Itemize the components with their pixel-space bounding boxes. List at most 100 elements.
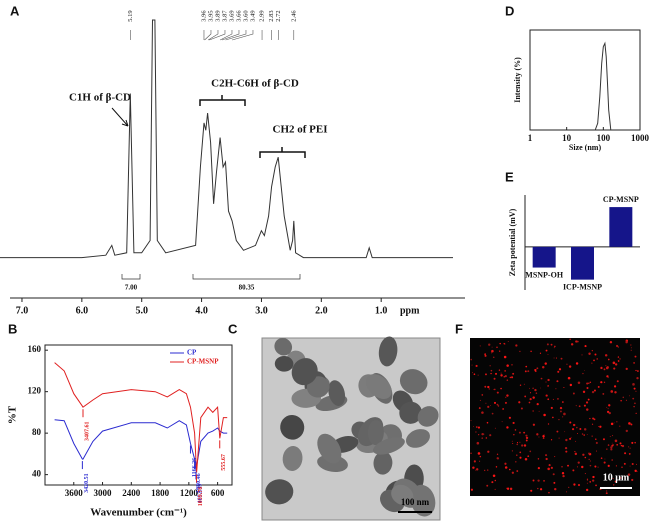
fluorescent-dot — [616, 421, 618, 423]
fluorescent-dot — [559, 406, 563, 410]
fluorescent-dot — [519, 384, 522, 386]
fluorescent-dot — [496, 403, 499, 406]
fluorescent-dot — [595, 441, 598, 445]
fluorescent-dot — [511, 471, 514, 474]
fluorescent-dot — [536, 433, 539, 436]
fluorescent-dot — [584, 369, 586, 371]
fluorescent-dot — [491, 481, 494, 484]
fluorescent-dot — [562, 416, 564, 418]
fluorescent-dot — [552, 398, 554, 400]
fluorescent-dot — [473, 460, 476, 463]
fluorescent-dot — [612, 478, 614, 480]
fluorescent-dot — [525, 365, 528, 368]
fluorescent-dot — [470, 419, 472, 421]
fluorescent-dot — [575, 340, 578, 343]
fluorescent-dot — [553, 481, 556, 484]
fluorescent-dot — [582, 453, 585, 456]
nanoparticle — [417, 406, 439, 427]
annotation-arrow — [111, 107, 129, 127]
fluorescent-dot — [632, 383, 635, 386]
fluorescent-dot — [603, 368, 606, 371]
fluorescent-dot — [576, 426, 578, 429]
fluorescent-dot — [485, 402, 487, 404]
fluorescent-dot — [513, 433, 515, 436]
fluorescent-dot — [519, 441, 521, 443]
fluorescent-dot — [564, 431, 566, 433]
fluorescent-dot — [554, 345, 556, 348]
fluorescent-dot — [545, 454, 548, 457]
fluorescent-dot — [511, 376, 514, 379]
fluorescent-dot — [495, 372, 498, 375]
fluorescent-dot — [629, 447, 631, 449]
fluorescent-dot — [527, 370, 530, 373]
nanoparticle — [399, 369, 428, 395]
fluorescent-dot — [519, 456, 522, 459]
fluorescent-dot — [532, 410, 534, 412]
fluorescent-dot — [612, 435, 614, 437]
fluorescent-dot — [481, 437, 484, 439]
fluorescent-dot — [490, 369, 493, 372]
fluorescent-dot — [605, 365, 607, 367]
fluorescent-dot — [565, 450, 568, 453]
fluorescent-dot — [532, 387, 534, 389]
panel-letter: B — [8, 321, 17, 336]
x-tick-label: 1200 — [180, 488, 199, 498]
fluorescent-dot — [591, 350, 593, 352]
fluorescent-dot — [591, 479, 595, 482]
fluorescent-dot — [518, 431, 521, 434]
fluorescent-dot — [628, 453, 631, 455]
fluorescent-dot — [586, 387, 589, 390]
fluorescent-dot — [588, 452, 590, 455]
fluorescent-dot — [620, 444, 623, 447]
fluorescent-dot — [619, 358, 621, 360]
fluorescent-dot — [485, 373, 487, 376]
fluorescent-dot — [477, 426, 481, 429]
fluorescent-dot — [529, 392, 532, 394]
fluorescent-dot — [586, 434, 588, 435]
nanoparticle — [391, 484, 414, 506]
peak-connector — [209, 30, 226, 41]
fluorescent-dot — [516, 442, 519, 444]
peak-label: 3.60 — [242, 10, 249, 21]
fluorescent-dot — [595, 484, 597, 487]
fluorescent-dot — [635, 390, 637, 392]
panel-letter: C — [228, 321, 238, 336]
fluorescent-dot — [632, 397, 635, 400]
fluorescent-dot — [506, 487, 510, 490]
fluorescent-dot — [563, 386, 565, 389]
fluorescent-dot — [635, 412, 637, 415]
fluorescent-dot — [493, 389, 494, 391]
fluorescent-dot — [573, 483, 576, 486]
fluorescent-dot — [583, 428, 587, 431]
fluorescent-dot — [532, 396, 535, 399]
y-tick-label: 80 — [32, 427, 42, 437]
fluorescent-dot — [567, 464, 569, 467]
fluorescent-dot — [633, 387, 636, 390]
x-tick-label: 10 — [562, 133, 572, 143]
fluorescent-dot — [550, 439, 553, 441]
fluorescent-dot — [490, 372, 492, 375]
fluorescent-dot — [542, 366, 545, 369]
nanoparticle — [367, 420, 384, 446]
fluorescent-dot — [591, 435, 593, 437]
fluorescent-dot — [516, 470, 519, 472]
fluorescent-dot — [572, 428, 575, 431]
x-tick-label: 4.0 — [195, 305, 208, 316]
fluorescent-dot — [625, 340, 628, 344]
fluorescent-dot — [602, 392, 605, 395]
fluorescent-dot — [592, 475, 595, 479]
x-tick-label: 3000 — [94, 488, 113, 498]
fluorescent-dot — [512, 372, 515, 375]
fluorescent-dot — [636, 377, 639, 380]
fluorescent-dot — [472, 466, 475, 469]
fluorescent-dot — [479, 455, 482, 458]
fluorescent-dot — [489, 434, 492, 437]
y-tick-label: 40 — [32, 469, 42, 479]
fluorescent-dot — [566, 363, 568, 365]
integral-label: 7.00 — [125, 284, 138, 292]
fluorescent-dot — [501, 421, 503, 423]
x-tick-label: 3.0 — [255, 305, 268, 316]
fluorescent-dot — [625, 429, 629, 433]
nanoparticle — [410, 484, 436, 517]
fluorescent-dot — [481, 394, 484, 396]
